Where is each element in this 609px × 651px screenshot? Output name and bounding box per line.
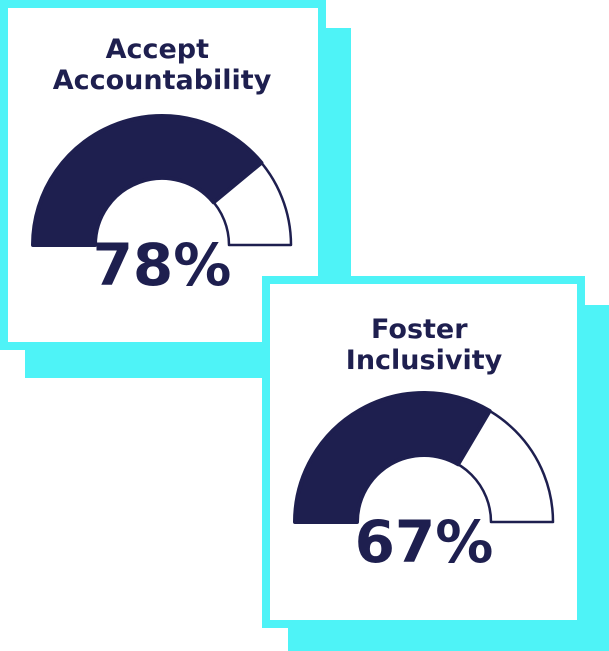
value-label: 67%	[355, 508, 494, 576]
gauge-fill	[31, 114, 264, 247]
card-title: Accept Accountability	[53, 34, 272, 96]
gauge-fill	[293, 391, 492, 524]
value-label: 78%	[93, 231, 232, 299]
card-title: Foster Inclusivity	[346, 314, 503, 376]
